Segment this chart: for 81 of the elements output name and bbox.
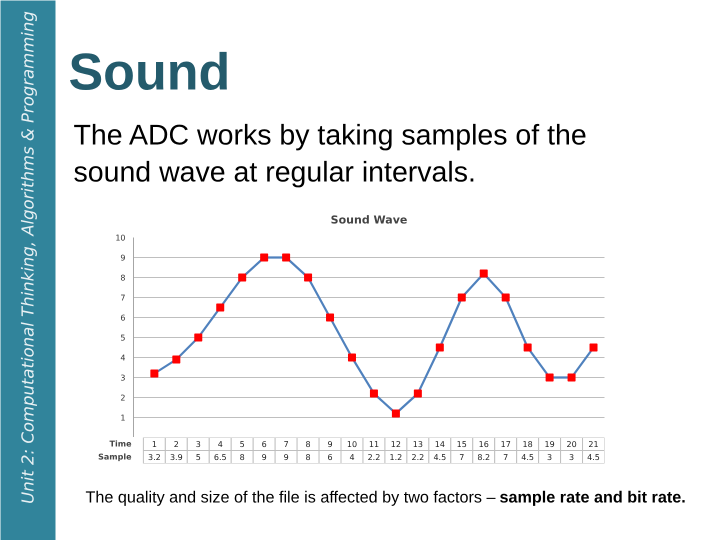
point <box>524 344 532 352</box>
data-label: 8 <box>240 453 245 462</box>
y-tick-label: 2 <box>120 394 126 402</box>
x-tick-label: 13 <box>412 440 423 449</box>
point <box>194 334 202 342</box>
point <box>282 254 290 262</box>
data-label: 4.5 <box>433 453 446 462</box>
point <box>150 370 158 378</box>
data-label: 1.2 <box>390 453 402 462</box>
data-label: 2.2 <box>411 453 424 462</box>
x-tick-label: 5 <box>240 440 245 449</box>
data-label: 2.2 <box>368 453 380 462</box>
x-tick-label: 12 <box>390 440 401 449</box>
data-label: 3 <box>547 453 552 462</box>
text: Unit 2: Computational Thinking, Algorithms & Programming <box>18 11 38 504</box>
text: sample rate and bit rate. <box>500 488 686 506</box>
data-label: 8 <box>306 453 311 462</box>
x-tick-label: 8 <box>306 440 311 449</box>
point <box>370 390 378 398</box>
data-label: 9 <box>284 453 289 462</box>
data-label: 4.5 <box>587 453 600 462</box>
x-tick-label: 19 <box>544 440 555 449</box>
x-tick-label: 21 <box>588 440 599 449</box>
x-tick-label: 7 <box>284 440 289 449</box>
point <box>392 410 400 418</box>
point <box>414 390 422 398</box>
point <box>436 344 444 352</box>
x-tick-label: 2 <box>174 440 179 449</box>
data-label: 5 <box>196 453 201 462</box>
point <box>238 274 246 282</box>
y-tick-label: 8 <box>120 274 126 282</box>
data-label: 9 <box>262 453 267 462</box>
x-tick-label: 15 <box>456 440 467 449</box>
point <box>326 314 334 322</box>
x-tick-label: 4 <box>218 440 223 449</box>
y-tick-label: 1 <box>120 414 126 422</box>
data-label: 6.5 <box>214 453 227 462</box>
y-tick-label: 5 <box>120 334 126 342</box>
x-tick-label: 9 <box>327 440 333 449</box>
x-tick-label: 6 <box>262 440 267 449</box>
point <box>458 294 466 302</box>
point <box>216 304 224 312</box>
data-label: 4.5 <box>521 453 534 462</box>
y-tick-label: 10 <box>115 234 126 242</box>
point <box>546 374 554 382</box>
x-tick-label: 11 <box>368 440 380 449</box>
point <box>590 344 598 352</box>
data-label: 7 <box>503 453 508 462</box>
y-tick-label: 9 <box>120 254 126 262</box>
data-label: 7 <box>459 453 464 462</box>
point <box>348 354 356 362</box>
data-label: 3.9 <box>170 453 183 462</box>
text: The ADC works by taking samples of the sound wave at regular intervals. <box>74 120 587 188</box>
point <box>172 356 180 364</box>
x-tick-label: 1 <box>152 440 157 449</box>
data-label: 3.2 <box>148 453 161 462</box>
text: The quality and size of the file is affected by two factors – <box>85 488 496 506</box>
chart-title: Sound Wave <box>330 214 408 226</box>
x-tick-label: 16 <box>478 440 489 449</box>
x-axis-title: Time <box>110 440 132 448</box>
data-label: 6 <box>327 453 333 462</box>
point <box>502 294 510 302</box>
text: Sample <box>98 452 132 462</box>
y-tick-label: 3 <box>120 374 126 382</box>
data-label: 3 <box>569 453 574 462</box>
data-label: 4 <box>349 453 355 462</box>
x-tick-label: 10 <box>346 440 358 449</box>
y-tick-label: 6 <box>120 314 126 322</box>
x-tick-label: 20 <box>566 440 577 449</box>
y-tick-label: 4 <box>120 354 126 362</box>
data-label: 8.2 <box>477 453 490 462</box>
y-tick-label: 7 <box>120 294 126 302</box>
point <box>480 270 488 278</box>
x-tick-label: 3 <box>196 440 201 449</box>
x-tick-label: 17 <box>500 440 511 449</box>
x-tick-label: 18 <box>522 440 533 449</box>
x-tick-label: 14 <box>434 440 445 449</box>
point <box>304 274 312 282</box>
text: Sound <box>68 44 230 102</box>
point <box>568 374 576 382</box>
point <box>260 254 268 262</box>
